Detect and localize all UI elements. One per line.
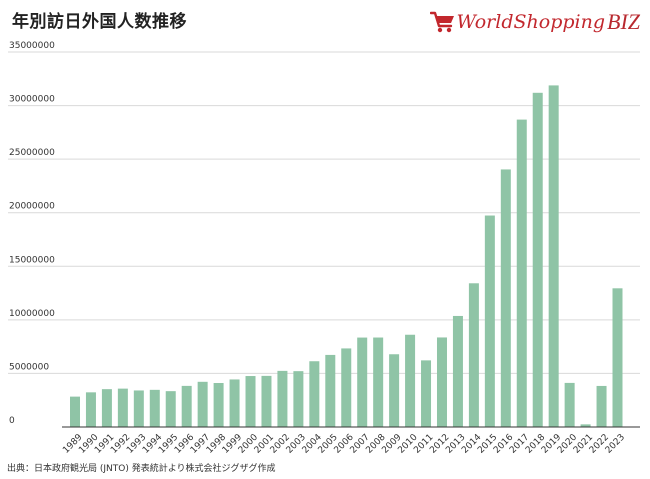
bar (436, 337, 447, 427)
bar (133, 390, 144, 427)
bar (101, 389, 112, 427)
bar (452, 315, 463, 427)
y-tick-label: 25000000 (9, 148, 55, 158)
bar (261, 375, 272, 427)
y-tick-label: 0 (9, 416, 15, 426)
bar (484, 215, 495, 427)
bar (245, 376, 256, 427)
bar (516, 119, 527, 428)
chart-title: 年別訪日外国人数推移 (12, 12, 187, 32)
y-tick-label: 5000000 (9, 362, 49, 372)
logo-wordmark: WorldShopping (456, 11, 606, 33)
bar (165, 391, 176, 427)
bar (596, 385, 607, 427)
brand-logo: WorldShopping BIZ (429, 4, 640, 34)
bar (612, 288, 623, 427)
logo-biz: BIZ (607, 9, 640, 34)
bar (580, 424, 591, 427)
bar (117, 388, 128, 427)
bar (500, 169, 511, 427)
source-note: 出典：日本政府観光局 (JNTO) 発表統計より株式会社ジグザグ作成 (7, 464, 276, 474)
shopping-cart-icon (429, 11, 454, 33)
bar (85, 392, 96, 427)
bar (532, 92, 543, 427)
bar (341, 348, 352, 427)
bar (229, 379, 240, 427)
bar (309, 361, 320, 427)
bar (389, 354, 400, 427)
bar (373, 337, 384, 427)
bar (181, 385, 192, 427)
bar (357, 337, 368, 427)
bar (197, 381, 208, 427)
bar (277, 370, 288, 427)
y-tick-label: 15000000 (9, 255, 55, 265)
bar (325, 354, 336, 427)
bar (548, 85, 559, 427)
y-tick-label: 20000000 (9, 202, 55, 212)
bar (213, 383, 224, 427)
bar (70, 396, 80, 427)
y-tick-label: 10000000 (9, 309, 55, 319)
bar (405, 334, 416, 427)
y-tick-label: 30000000 (9, 95, 55, 105)
bar (468, 283, 479, 427)
bar (293, 371, 304, 427)
y-tick-label: 35000000 (9, 41, 55, 51)
bar (149, 389, 160, 427)
bar (564, 382, 575, 427)
bar (421, 360, 432, 427)
